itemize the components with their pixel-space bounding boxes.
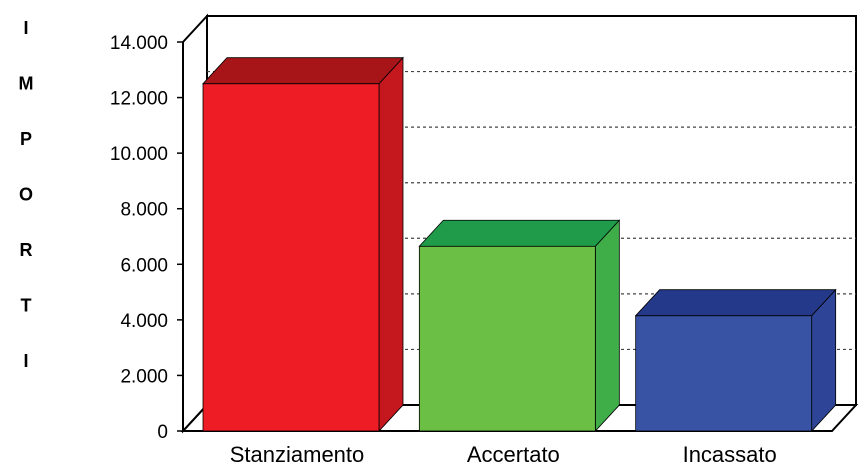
bar-top	[202, 57, 404, 85]
y-tick-label: 14.000	[110, 33, 168, 54]
y-tick-label: 8.000	[120, 200, 168, 221]
bar-front	[635, 315, 813, 432]
bar-incassato	[634, 288, 837, 433]
y-tick-label: 12.000	[110, 89, 168, 110]
bar-front	[202, 83, 380, 432]
y-tick-label: 4.000	[120, 311, 168, 332]
x-tick-label: Incassato	[683, 442, 777, 467]
y-tick-label: 6.000	[120, 255, 168, 276]
x-axis-labels: Stanziamento Accertato Incassato	[230, 442, 777, 467]
y-axis-title-letter: T	[21, 296, 32, 316]
bar-top	[634, 289, 837, 317]
y-axis-ticks: 0 2.000 4.000 6.000 8.000 10.000 12.000 14.000	[110, 33, 183, 443]
bar-accertato	[418, 219, 621, 433]
x-tick-label: Accertato	[467, 442, 560, 467]
y-axis-title: I M P O R T I	[19, 18, 34, 371]
y-axis-title-letter: I	[23, 351, 28, 371]
bar-stanziamento	[202, 56, 404, 433]
y-tick-label: 0	[157, 422, 168, 443]
y-tick-label: 2.000	[120, 366, 168, 387]
y-axis-title-letter: R	[20, 240, 33, 260]
y-axis-title-letter: M	[19, 74, 34, 94]
bars	[202, 56, 837, 433]
y-axis-title-letter: O	[19, 185, 33, 205]
floor-outline	[180, 404, 859, 432]
bar-front	[418, 245, 596, 432]
y-axis-title-letter: P	[20, 129, 32, 149]
y-tick-label: 10.000	[110, 144, 168, 165]
bar-side	[594, 219, 620, 433]
bar-top	[418, 219, 621, 247]
x-tick-label: Stanziamento	[230, 442, 365, 467]
bar-side	[378, 56, 404, 433]
y-axis-title-letter: I	[23, 18, 28, 38]
